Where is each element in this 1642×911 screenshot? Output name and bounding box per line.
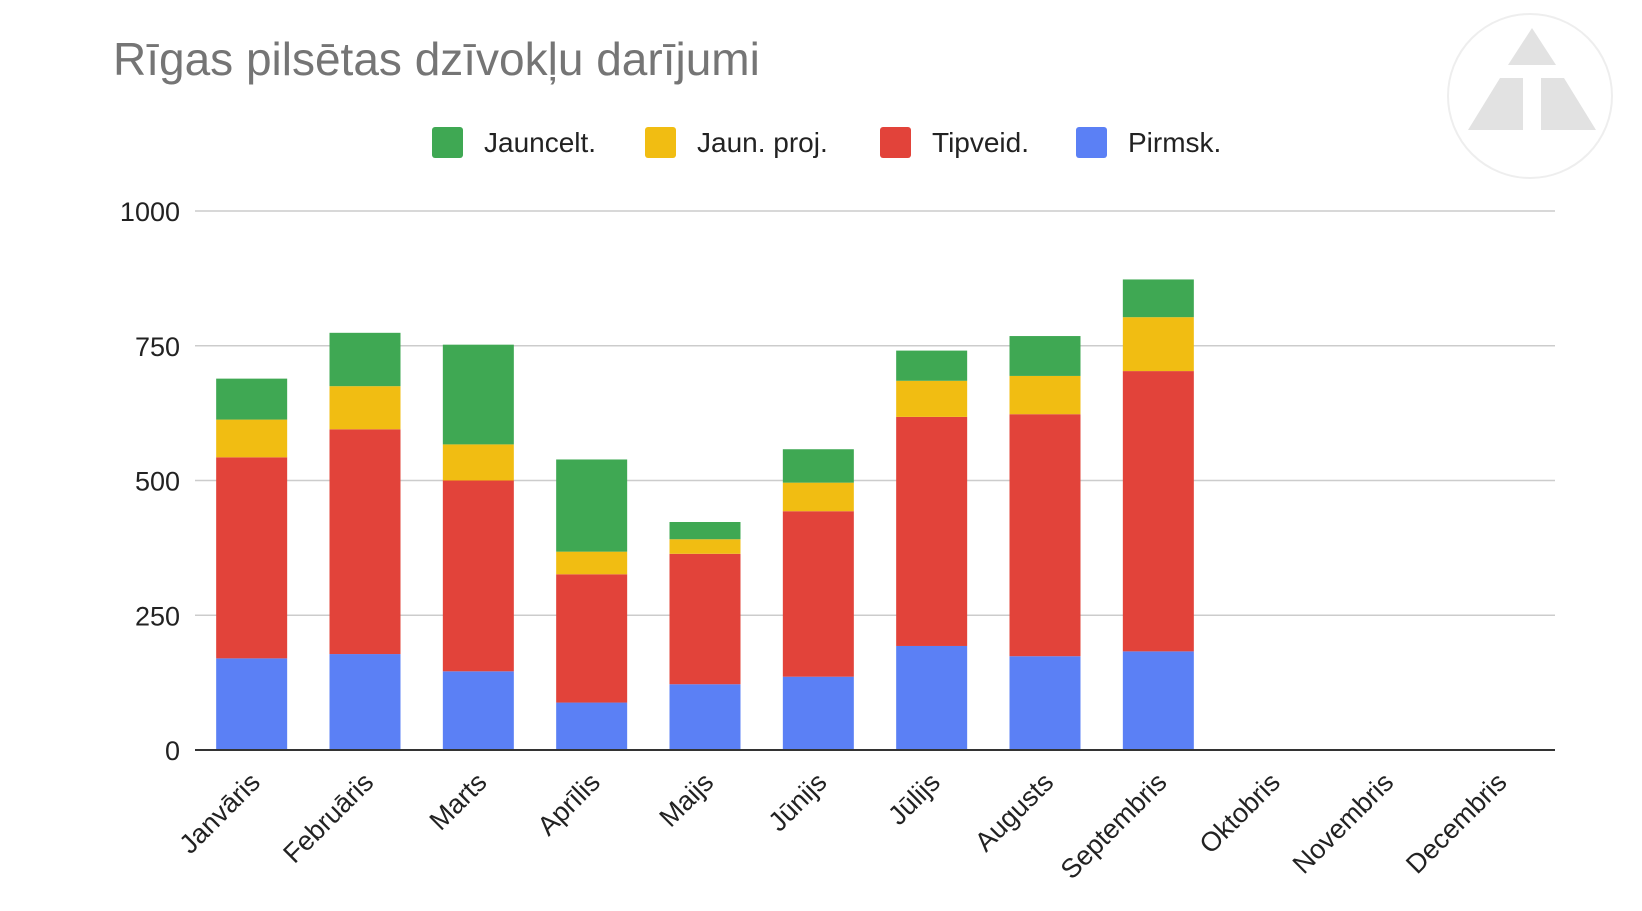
bar-septembris-jauncelt <box>1122 279 1194 318</box>
bar-aprilis-jaun-proj <box>556 551 628 575</box>
y-axis-ticks: 0 250 500 750 1000 <box>120 197 180 766</box>
bar-februaris-jaun-proj <box>329 386 401 430</box>
legend-item-jauncelt: Jauncelt. <box>432 127 596 158</box>
bar-maijs-tipveid <box>669 553 741 685</box>
legend-item-tipveid: Tipveid. <box>880 127 1029 158</box>
y-tick-label: 750 <box>135 332 180 362</box>
bar-maijs-pirmsk <box>669 684 741 750</box>
y-tick-label: 250 <box>135 601 180 631</box>
bar-junijs-pirmsk <box>782 676 854 750</box>
bar-marts-tipveid <box>442 480 514 672</box>
logo-circle <box>1447 13 1613 179</box>
x-tick-label-februaris: Februāris <box>277 767 379 869</box>
legend: Jauncelt. Jaun. proj. Tipveid. Pirmsk. <box>432 127 1221 158</box>
bar-junijs-jaun-proj <box>782 482 854 512</box>
x-tick-label-augusts: Augusts <box>969 767 1059 857</box>
legend-item-jaun-proj: Jaun. proj. <box>645 127 828 158</box>
legend-label-tipveid: Tipveid. <box>932 127 1029 158</box>
bar-aprilis-jauncelt <box>556 459 628 552</box>
bar-janvaris-jaun-proj <box>216 419 288 458</box>
x-tick-label-janvaris: Janvāris <box>174 767 266 859</box>
bar-janvaris-pirmsk <box>216 658 288 750</box>
legend-swatch-jauncelt <box>432 127 463 158</box>
bar-junijs-jauncelt <box>782 449 854 483</box>
x-axis-ticks: Janvāris Februāris Marts Aprīlis Maijs Jūnijs… <box>174 767 1513 885</box>
bar-julijs-tipveid <box>896 416 968 646</box>
bars <box>216 279 1194 750</box>
x-tick-label-septembris: Septembris <box>1055 767 1173 885</box>
bar-julijs-pirmsk <box>896 645 968 750</box>
logo-watermark <box>1447 13 1613 179</box>
logo-triangle-left <box>1468 78 1523 130</box>
logo-triangle-top <box>1508 28 1556 65</box>
y-tick-label: 0 <box>165 736 180 766</box>
legend-item-pirmsk: Pirmsk. <box>1076 127 1221 158</box>
x-tick-label-marts: Marts <box>424 767 493 836</box>
bar-marts-pirmsk <box>442 671 514 750</box>
logo-triangle-right <box>1541 78 1596 130</box>
bar-augusts-jaun-proj <box>1009 375 1081 415</box>
x-tick-label-maijs: Maijs <box>653 767 719 833</box>
bar-janvaris-tipveid <box>216 457 288 659</box>
bar-maijs-jaun-proj <box>669 539 741 554</box>
bar-septembris-pirmsk <box>1122 651 1194 750</box>
bar-janvaris-jauncelt <box>216 378 288 420</box>
bar-septembris-jaun-proj <box>1122 317 1194 372</box>
x-tick-label-oktobris: Oktobris <box>1194 767 1286 859</box>
x-tick-label-julijs: Jūlijs <box>882 767 946 831</box>
legend-swatch-tipveid <box>880 127 911 158</box>
x-tick-label-novembris: Novembris <box>1287 767 1399 879</box>
x-tick-label-aprilis: Aprīlis <box>532 767 606 841</box>
bar-septembris-tipveid <box>1122 371 1194 652</box>
bar-marts-jaun-proj <box>442 444 514 481</box>
y-tick-label: 500 <box>135 467 180 497</box>
bar-augusts-tipveid <box>1009 414 1081 657</box>
legend-swatch-pirmsk <box>1076 127 1107 158</box>
bar-februaris-pirmsk <box>329 654 401 750</box>
bar-aprilis-pirmsk <box>556 702 628 750</box>
bar-julijs-jauncelt <box>896 350 968 381</box>
x-tick-label-junijs: Jūnijs <box>763 767 833 837</box>
bar-februaris-jauncelt <box>329 332 401 387</box>
bar-marts-jauncelt <box>442 344 514 445</box>
y-tick-label: 1000 <box>120 197 180 227</box>
bar-maijs-jauncelt <box>669 522 741 540</box>
legend-label-pirmsk: Pirmsk. <box>1128 127 1221 158</box>
legend-swatch-jaun-proj <box>645 127 676 158</box>
chart-title: Rīgas pilsētas dzīvokļu darījumi <box>113 33 760 85</box>
bar-julijs-jaun-proj <box>896 380 968 417</box>
bar-junijs-tipveid <box>782 511 854 677</box>
bar-februaris-tipveid <box>329 429 401 655</box>
legend-label-jaun-proj: Jaun. proj. <box>697 127 828 158</box>
x-tick-label-decembris: Decembris <box>1400 767 1512 879</box>
gridlines <box>195 210 1555 616</box>
legend-label-jauncelt: Jauncelt. <box>484 127 596 158</box>
bar-aprilis-tipveid <box>556 574 628 703</box>
bar-augusts-jauncelt <box>1009 336 1081 376</box>
bar-augusts-pirmsk <box>1009 656 1081 750</box>
